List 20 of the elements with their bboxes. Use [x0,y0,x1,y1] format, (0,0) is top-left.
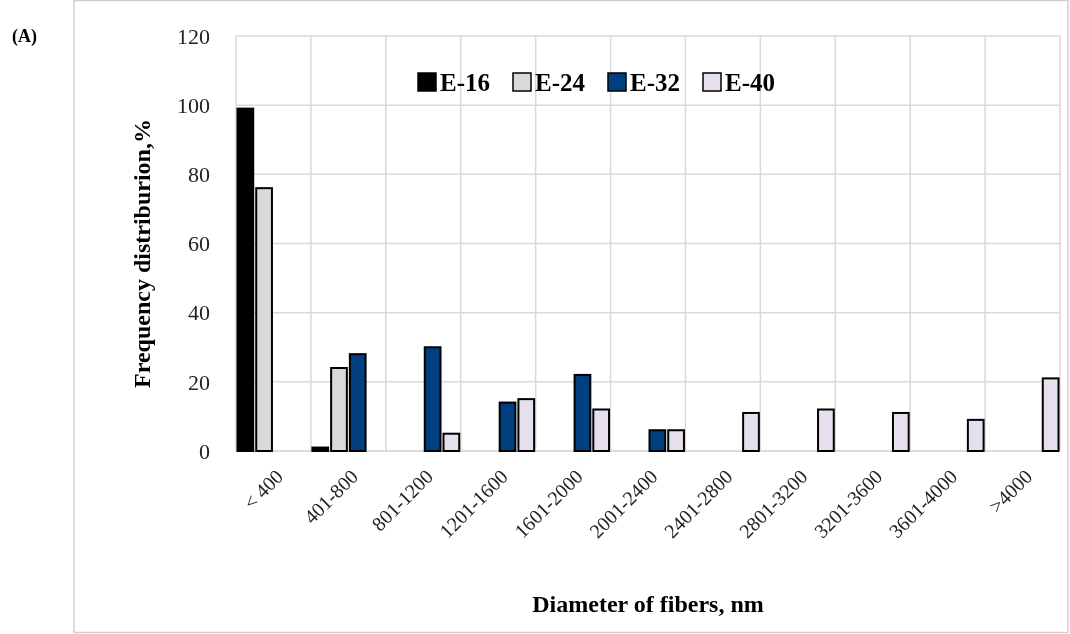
legend-label: E-32 [630,68,680,96]
legend-label: E-40 [725,68,775,96]
y-tick-label: 100 [177,92,210,118]
y-tick-label: 0 [199,438,210,464]
y-tick-label: 20 [188,369,210,395]
y-tick-label: 60 [188,231,210,257]
bar [891,411,910,452]
y-tick-label: 120 [177,23,210,49]
x-axis-title: Diameter of fibers, nm [532,591,764,617]
y-axis-title: Frequency distriburion,% [129,119,155,388]
legend-label: E-24 [535,68,586,96]
bar [1041,377,1060,452]
y-tick-label: 80 [188,162,210,188]
x-tick-label: < 400 [238,465,288,514]
bar [742,411,760,452]
legend-label: E-16 [440,68,490,96]
y-tick-label: 40 [188,300,210,326]
bar [966,418,985,452]
bar [817,408,835,452]
text: (A) [12,26,37,47]
